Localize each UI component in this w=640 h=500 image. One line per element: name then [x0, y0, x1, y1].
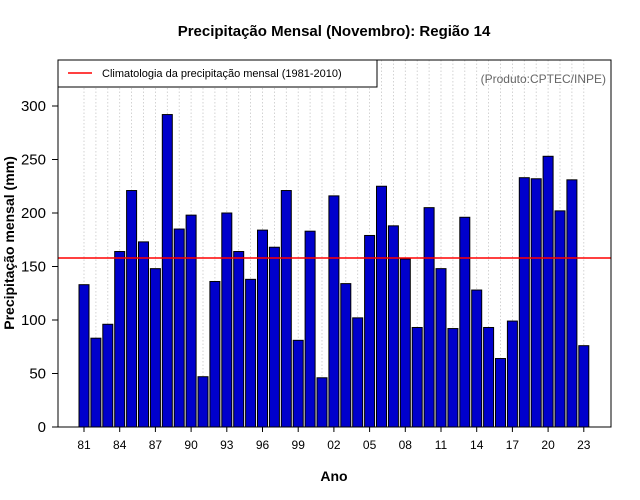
- bar-19: [530, 178, 542, 428]
- y-tick-label: 50: [29, 366, 46, 383]
- x-tick-label: 96: [256, 438, 270, 452]
- x-tick-label: 81: [77, 438, 91, 452]
- bar-84: [114, 251, 126, 428]
- bar-02: [328, 195, 340, 428]
- y-tick-label: 200: [21, 205, 46, 222]
- bar-83: [102, 323, 114, 428]
- y-axis: 0 50 100 150 200 250 300: [21, 98, 58, 436]
- y-tick-label: 100: [21, 312, 46, 329]
- x-tick-label: 87: [149, 438, 163, 452]
- x-tick-label: 20: [541, 438, 555, 452]
- bar-86: [138, 241, 149, 428]
- bar-00: [304, 230, 316, 428]
- bar-09: [411, 326, 423, 428]
- bar-22: [566, 179, 578, 428]
- x-tick-label: 08: [399, 438, 413, 452]
- legend: Climatologia da precipitação mensal (198…: [57, 59, 378, 88]
- bar-20: [542, 155, 554, 428]
- x-tick-label: 05: [363, 438, 377, 452]
- x-tick-label: 11: [435, 438, 448, 452]
- bar-93: [221, 212, 233, 428]
- x-tick-label: 84: [113, 438, 127, 452]
- bar-96: [257, 229, 268, 428]
- bar-92: [209, 280, 221, 428]
- bar-85: [126, 190, 138, 428]
- bar-17: [506, 320, 518, 428]
- bar-90: [185, 214, 197, 428]
- bar-08: [399, 258, 411, 428]
- chart-title: Precipitação Mensal (Novembro): Região 1…: [178, 23, 491, 40]
- bar-06: [376, 185, 387, 428]
- x-tick-label: 99: [292, 438, 306, 452]
- y-tick-label: 150: [21, 259, 46, 276]
- bar-87: [149, 268, 161, 428]
- y-tick-label: 300: [21, 98, 46, 115]
- bar-12: [447, 328, 459, 428]
- bar-01: [316, 377, 328, 428]
- y-axis-label: Precipitação mensal (mm): [1, 156, 17, 330]
- bar-16: [495, 358, 506, 428]
- legend-box: [57, 59, 378, 88]
- bar-97: [268, 246, 280, 428]
- y-tick-label: 0: [38, 419, 46, 436]
- x-tick-label: 17: [506, 438, 520, 452]
- x-axis-label: Ano: [320, 468, 347, 484]
- credit-text: (Produto:CPTEC/INPE): [481, 72, 606, 86]
- bar-10: [423, 207, 435, 428]
- bar-94: [233, 251, 245, 428]
- bar-18: [518, 177, 530, 428]
- x-tick-label: 90: [184, 438, 198, 452]
- bar-04: [352, 317, 364, 428]
- legend-label: Climatologia da precipitação mensal (198…: [102, 68, 342, 80]
- x-axis: 81 84 87 90 93 96 99 02 05 08 11 14 17 20 23: [77, 427, 591, 452]
- x-tick-label: 23: [577, 438, 591, 452]
- bar-95: [245, 278, 257, 428]
- bar-91: [197, 376, 209, 428]
- x-tick-label: 14: [470, 438, 484, 452]
- bar-21: [554, 210, 566, 428]
- bar-89: [173, 228, 185, 428]
- y-tick-label: 250: [21, 152, 46, 169]
- bar-11: [435, 268, 447, 428]
- bar-07: [387, 225, 399, 428]
- x-tick-label: 93: [220, 438, 234, 452]
- bar-98: [280, 190, 292, 428]
- bar-15: [483, 326, 495, 428]
- x-tick-label: 02: [327, 438, 341, 452]
- bar-81: [78, 284, 90, 428]
- bars: [78, 114, 590, 428]
- bar-05: [364, 234, 376, 428]
- bar-13: [459, 216, 471, 428]
- bar-82: [90, 337, 102, 428]
- bar-23: [578, 345, 590, 428]
- bar-14: [471, 289, 483, 428]
- bar-99: [292, 339, 304, 428]
- bar-88: [161, 114, 173, 428]
- bar-03: [340, 283, 352, 428]
